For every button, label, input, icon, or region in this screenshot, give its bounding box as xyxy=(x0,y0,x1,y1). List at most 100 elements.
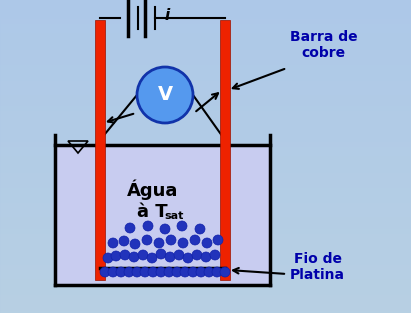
Text: Água: Água xyxy=(127,180,178,200)
Bar xyxy=(55,145,270,285)
Bar xyxy=(0,86,411,87)
Bar xyxy=(0,49,411,50)
Bar xyxy=(0,83,411,84)
Bar xyxy=(0,110,411,111)
Circle shape xyxy=(100,267,110,277)
Bar xyxy=(0,178,411,179)
Bar xyxy=(0,203,411,204)
Bar xyxy=(0,90,411,91)
Bar xyxy=(0,297,411,298)
Bar xyxy=(0,276,411,277)
Bar xyxy=(0,277,411,278)
Circle shape xyxy=(116,267,126,277)
Bar xyxy=(0,309,411,310)
Circle shape xyxy=(124,267,134,277)
Bar xyxy=(0,190,411,191)
Bar xyxy=(0,213,411,214)
Bar xyxy=(0,294,411,295)
Bar xyxy=(0,65,411,66)
Bar xyxy=(0,226,411,227)
Bar xyxy=(0,237,411,238)
Bar xyxy=(0,167,411,168)
Bar xyxy=(0,51,411,52)
Bar xyxy=(0,180,411,181)
Bar xyxy=(0,80,411,81)
Bar xyxy=(0,103,411,104)
Bar xyxy=(0,40,411,41)
Bar xyxy=(0,1,411,2)
Bar xyxy=(0,310,411,311)
Bar xyxy=(0,231,411,232)
Bar xyxy=(0,185,411,186)
Bar xyxy=(0,145,411,146)
Bar xyxy=(0,69,411,70)
Bar xyxy=(0,186,411,187)
Bar xyxy=(0,244,411,245)
Bar xyxy=(0,107,411,108)
Bar xyxy=(0,269,411,270)
Bar xyxy=(0,95,411,96)
Bar xyxy=(0,76,411,77)
Bar xyxy=(0,73,411,74)
Bar xyxy=(0,301,411,302)
Bar xyxy=(0,138,411,139)
Bar xyxy=(0,188,411,189)
Bar xyxy=(0,253,411,254)
Bar xyxy=(0,64,411,65)
Bar xyxy=(0,189,411,190)
Bar xyxy=(0,295,411,296)
Bar xyxy=(0,98,411,99)
Bar xyxy=(0,287,411,288)
Bar xyxy=(0,111,411,112)
Circle shape xyxy=(140,267,150,277)
Bar xyxy=(0,291,411,292)
Bar xyxy=(0,46,411,47)
Text: V: V xyxy=(157,85,173,105)
Text: Fio de
Platina: Fio de Platina xyxy=(290,252,345,282)
Bar xyxy=(0,89,411,90)
Bar xyxy=(0,8,411,9)
Bar xyxy=(0,155,411,156)
Bar xyxy=(0,81,411,82)
Bar xyxy=(0,158,411,159)
Bar xyxy=(0,148,411,149)
Circle shape xyxy=(192,250,202,260)
Bar xyxy=(0,93,411,94)
Bar xyxy=(0,200,411,201)
Bar xyxy=(0,168,411,169)
Bar xyxy=(0,137,411,138)
Bar xyxy=(0,142,411,143)
Circle shape xyxy=(137,67,193,123)
Bar xyxy=(0,60,411,61)
Bar xyxy=(0,279,411,280)
Bar xyxy=(0,238,411,239)
Bar xyxy=(0,161,411,162)
Bar xyxy=(0,78,411,79)
Circle shape xyxy=(213,235,223,245)
Bar xyxy=(0,204,411,205)
Bar xyxy=(0,57,411,58)
Bar xyxy=(0,160,411,161)
Bar xyxy=(0,34,411,35)
Bar xyxy=(0,116,411,117)
Bar xyxy=(0,262,411,263)
Bar xyxy=(0,144,411,145)
Bar xyxy=(0,48,411,49)
Bar xyxy=(0,135,411,136)
Bar xyxy=(0,290,411,291)
Bar xyxy=(0,104,411,105)
Bar xyxy=(220,20,230,280)
Bar xyxy=(0,31,411,32)
Bar xyxy=(0,243,411,244)
Bar xyxy=(0,256,411,257)
Bar xyxy=(0,208,411,209)
Bar xyxy=(0,272,411,273)
Bar xyxy=(0,232,411,233)
Bar xyxy=(0,7,411,8)
Circle shape xyxy=(174,250,184,260)
Bar xyxy=(0,59,411,60)
Bar xyxy=(0,26,411,27)
Bar xyxy=(0,117,411,118)
Bar xyxy=(0,224,411,225)
Bar xyxy=(0,39,411,40)
